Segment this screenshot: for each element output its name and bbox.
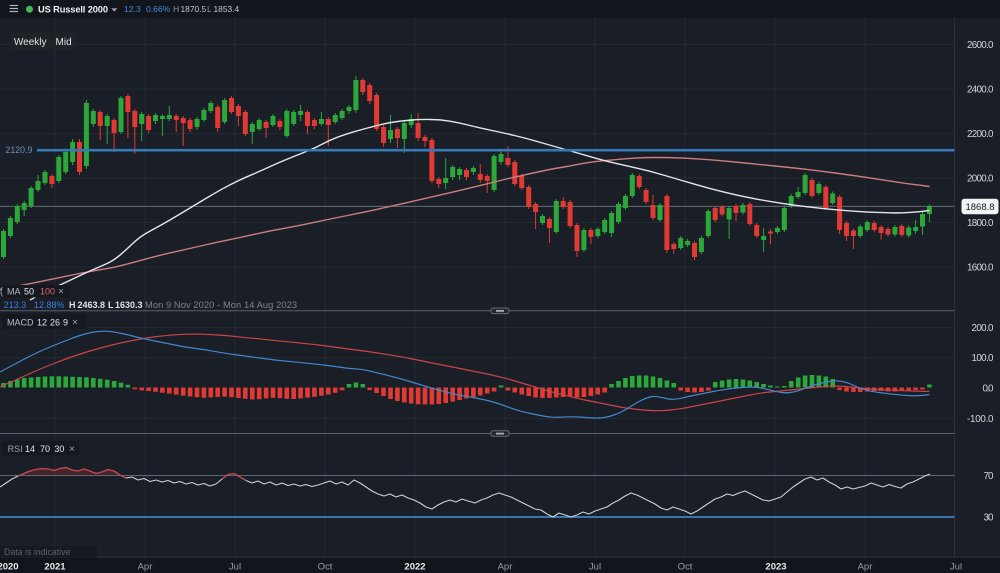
svg-text:213.3: 213.3	[4, 300, 27, 310]
svg-text:Apr: Apr	[138, 562, 153, 573]
svg-text:(: (	[0, 287, 4, 298]
svg-text:Oct: Oct	[318, 562, 333, 573]
svg-text:Jul: Jul	[589, 562, 601, 573]
svg-text:H: H	[173, 4, 179, 14]
svg-text:1870.5: 1870.5	[181, 4, 207, 14]
svg-text:1868.8: 1868.8	[965, 202, 994, 213]
svg-text:12.88%: 12.88%	[34, 300, 65, 310]
svg-text:Jul: Jul	[229, 562, 241, 573]
svg-text:US Russell 2000: US Russell 2000	[38, 4, 108, 14]
svg-text:0.0: 0.0	[983, 383, 995, 394]
svg-text:-100.0: -100.0	[967, 414, 994, 425]
svg-text:Jul: Jul	[950, 562, 962, 573]
svg-text:30: 30	[984, 512, 995, 523]
svg-text:1600.0: 1600.0	[967, 262, 994, 273]
svg-text:0.66%: 0.66%	[146, 4, 171, 14]
svg-text:Mid: Mid	[56, 37, 72, 48]
svg-text:×: ×	[72, 318, 78, 329]
svg-text:12.3: 12.3	[124, 4, 141, 14]
svg-text:Weekly: Weekly	[14, 37, 47, 48]
svg-text:2400.0: 2400.0	[967, 84, 994, 95]
svg-text:2022: 2022	[404, 562, 425, 573]
svg-text:MACD: MACD	[7, 318, 34, 328]
svg-text:2023: 2023	[765, 562, 786, 573]
svg-text:30: 30	[54, 444, 64, 454]
svg-text:2120.9: 2120.9	[6, 145, 33, 155]
svg-text:Data is indicative: Data is indicative	[4, 547, 71, 557]
svg-text:100.0: 100.0	[972, 353, 995, 364]
svg-text:×: ×	[58, 287, 64, 298]
svg-text:50: 50	[24, 287, 34, 297]
svg-text:MA: MA	[7, 287, 21, 297]
svg-text:1800.0: 1800.0	[967, 218, 994, 229]
svg-text:9: 9	[63, 318, 68, 328]
svg-text:1853.4: 1853.4	[214, 4, 240, 14]
svg-text:Apr: Apr	[858, 562, 873, 573]
svg-text:12: 12	[37, 318, 47, 328]
svg-text:L: L	[207, 4, 212, 14]
svg-text:2463.8: 2463.8	[78, 300, 106, 310]
svg-text:RSI: RSI	[8, 444, 23, 454]
svg-text:1630.3: 1630.3	[115, 300, 143, 310]
svg-text:100: 100	[40, 287, 55, 297]
svg-text:70: 70	[40, 444, 50, 454]
svg-text:14: 14	[25, 444, 35, 454]
svg-text:2020: 2020	[0, 562, 19, 573]
svg-text:2021: 2021	[44, 562, 66, 573]
svg-text:2000.0: 2000.0	[967, 173, 994, 184]
svg-text:200.0: 200.0	[972, 323, 995, 334]
svg-text:Apr: Apr	[498, 562, 513, 573]
svg-text:70: 70	[984, 471, 995, 482]
svg-text:2200.0: 2200.0	[967, 129, 994, 140]
svg-text:2600.0: 2600.0	[967, 40, 994, 51]
svg-text:L: L	[108, 300, 114, 310]
svg-text:26: 26	[50, 318, 60, 328]
svg-text:Oct: Oct	[678, 562, 693, 573]
svg-text:×: ×	[69, 444, 75, 455]
svg-text:Mon 9 Nov 2020 - Mon 14 Aug 20: Mon 9 Nov 2020 - Mon 14 Aug 2023	[145, 300, 297, 310]
svg-text:H: H	[69, 300, 76, 310]
